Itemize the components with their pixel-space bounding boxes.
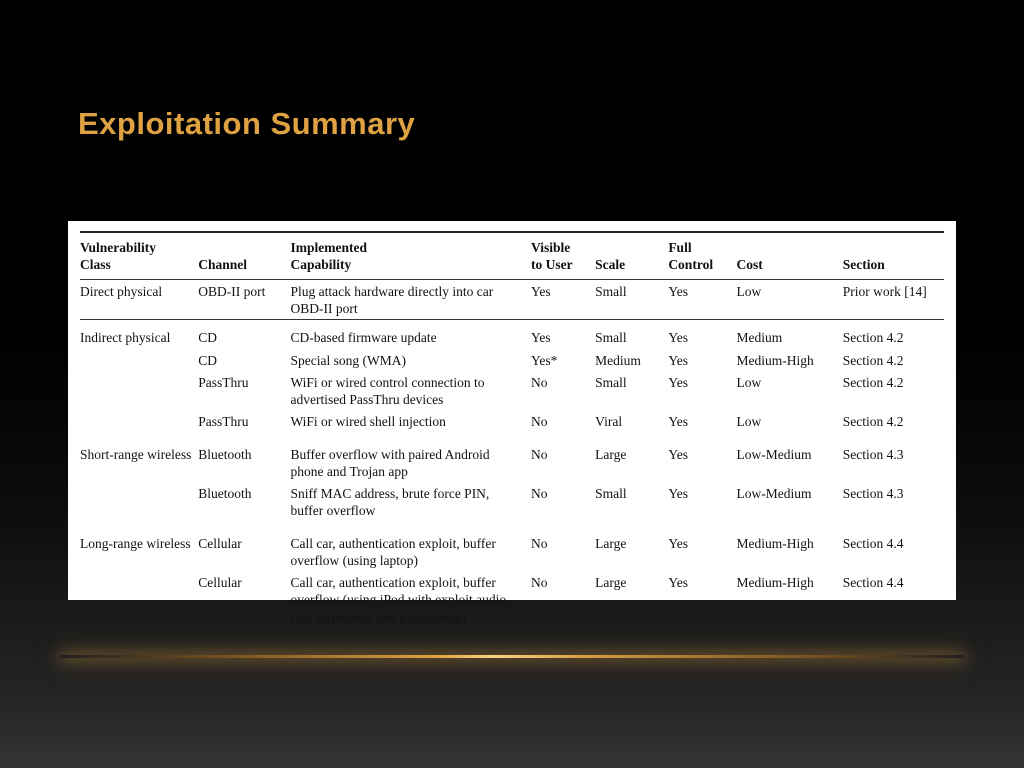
exploitation-table-container: Vulnerability Class Channel Implemented … — [68, 221, 956, 625]
cell-channel: Bluetooth — [198, 486, 252, 502]
table-row: Direct physical OBD-II port Plug attack … — [80, 279, 944, 320]
cell-capability: Special song (WMA) — [290, 352, 406, 368]
cell-control: Yes — [668, 414, 688, 430]
header-full-control: Full Control — [668, 232, 737, 280]
table-row: CD Special song (WMA) Yes* Medium Yes Me… — [80, 349, 944, 371]
divider-glow — [60, 655, 964, 658]
cell-cost: Medium-High — [736, 535, 814, 551]
cell-class — [80, 482, 198, 522]
table-row: Cellular Call car, authentication exploi… — [80, 571, 944, 628]
cell-visible: Yes* — [531, 352, 558, 368]
cell-section: Section 4.2 — [842, 374, 904, 390]
cell-visible: No — [531, 575, 548, 591]
cell-section: Prior work [14] — [842, 283, 927, 299]
cell-visible: No — [531, 374, 548, 390]
cell-visible: No — [531, 414, 548, 430]
cell-scale: Small — [595, 283, 627, 299]
cell-channel: CD — [198, 319, 291, 349]
table-row: Long-range wireless Cellular Call car, a… — [80, 522, 944, 572]
cell-channel: PassThru — [198, 414, 249, 430]
cell-capability: Call car, authentication exploit, buffer… — [290, 535, 496, 568]
cell-cost: Low — [736, 374, 762, 390]
table-row: Short-range wireless Bluetooth Buffer ov… — [80, 433, 944, 483]
cell-scale: Small — [595, 486, 627, 502]
cell-capability: Sniff MAC address, brute force PIN, buff… — [290, 486, 490, 519]
cell-visible: Yes — [531, 283, 551, 299]
cell-section: Section 4.3 — [842, 486, 904, 502]
header-channel: Channel — [198, 232, 291, 280]
cell-class: Long-range wireless — [80, 535, 191, 551]
cell-cost: Medium-High — [736, 352, 814, 368]
cell-section: Section 4.2 — [842, 352, 904, 368]
cell-section: Section 4.2 — [842, 319, 944, 349]
header-visible-to-user: Visible to User — [531, 232, 596, 280]
cell-visible: No — [531, 486, 548, 502]
cell-class: Short-range wireless — [80, 446, 192, 462]
cell-channel: OBD-II port — [198, 283, 266, 299]
cell-control: Yes — [668, 374, 688, 390]
cell-capability: CD-based firmware update — [290, 319, 532, 349]
cell-section: Section 4.4 — [842, 535, 904, 551]
header-section: Section — [842, 232, 944, 280]
cell-class — [80, 349, 198, 371]
cell-cost: Low-Medium — [736, 486, 812, 502]
cell-class: Indirect physical — [80, 319, 199, 349]
cell-section: Section 4.3 — [842, 446, 904, 462]
header-implemented-capability: Implemented Capability — [290, 232, 532, 280]
cell-channel: Cellular — [198, 535, 242, 551]
header-vulnerability-class: Vulnerability Class — [80, 232, 199, 280]
cell-scale: Small — [595, 374, 627, 390]
cell-channel: PassThru — [198, 374, 249, 390]
cell-class — [80, 410, 198, 432]
exploitation-table: Vulnerability Class Channel Implemented … — [80, 231, 944, 628]
cell-capability: Call car, authentication exploit, buffer… — [290, 575, 507, 625]
cell-scale: Medium — [595, 352, 641, 368]
cell-channel: Cellular — [198, 575, 242, 591]
cell-channel: CD — [198, 352, 218, 368]
cell-control: Yes — [668, 319, 737, 349]
cell-capability: Plug attack hardware directly into car O… — [290, 283, 494, 317]
table-row: PassThru WiFi or wired control connectio… — [80, 371, 944, 411]
cell-section: Section 4.4 — [842, 575, 904, 591]
cell-cost: Low — [736, 414, 762, 430]
cell-control: Yes — [668, 283, 688, 299]
cell-class — [80, 371, 198, 411]
cell-cost: Medium-High — [736, 575, 814, 591]
cell-cost: Low-Medium — [736, 446, 812, 462]
cell-control: Yes — [668, 486, 688, 502]
cell-visible: No — [531, 535, 548, 551]
cell-scale: Viral — [595, 414, 623, 430]
cell-control: Yes — [668, 535, 688, 551]
header-cost: Cost — [736, 232, 843, 280]
cell-cost: Medium — [736, 319, 843, 349]
cell-capability: WiFi or wired control connection to adve… — [290, 374, 485, 408]
table-header-row: Vulnerability Class Channel Implemented … — [80, 232, 944, 280]
cell-control: Yes — [668, 446, 688, 462]
cell-section: Section 4.2 — [842, 414, 904, 430]
cell-control: Yes — [668, 352, 688, 368]
header-scale: Scale — [595, 232, 669, 280]
cell-class: Direct physical — [80, 283, 163, 299]
cell-visible: Yes — [531, 319, 596, 349]
cell-scale: Large — [595, 575, 627, 591]
cell-class — [80, 571, 198, 628]
table-row: PassThru WiFi or wired shell injection N… — [80, 410, 944, 432]
cell-scale: Large — [595, 446, 627, 462]
cell-visible: No — [531, 446, 548, 462]
table-row: Bluetooth Sniff MAC address, brute force… — [80, 482, 944, 522]
cell-scale: Small — [595, 319, 669, 349]
cell-capability: Buffer overflow with paired Android phon… — [290, 446, 490, 479]
table-row: Indirect physical CD CD-based firmware u… — [80, 319, 944, 349]
cell-cost: Low — [736, 283, 762, 299]
cell-capability: WiFi or wired shell injection — [290, 414, 446, 430]
cell-channel: Bluetooth — [198, 446, 252, 462]
cell-scale: Large — [595, 535, 627, 551]
cell-control: Yes — [668, 575, 688, 591]
page-title: Exploitation Summary — [78, 106, 416, 141]
